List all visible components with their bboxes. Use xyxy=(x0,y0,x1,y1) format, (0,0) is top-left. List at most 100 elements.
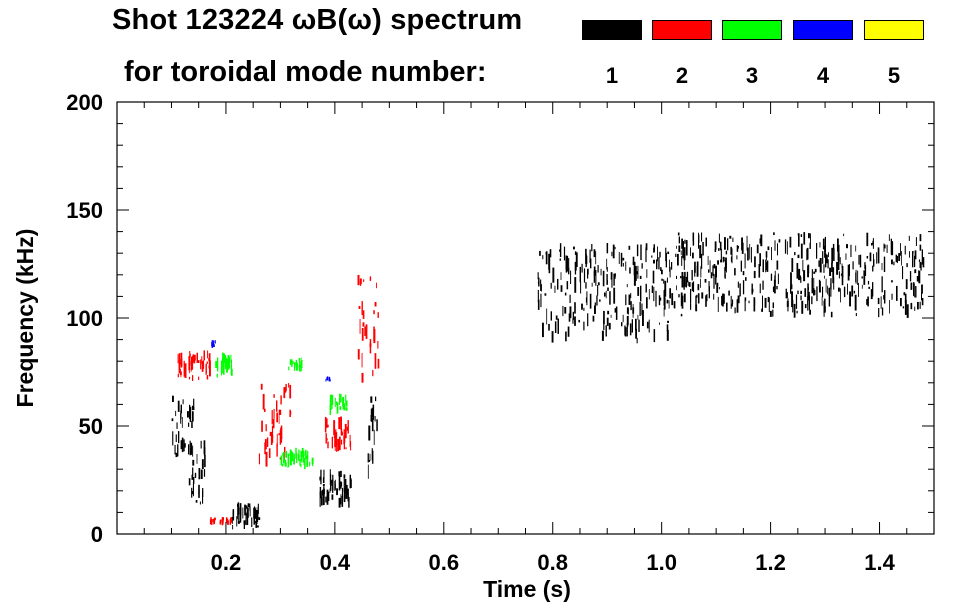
spectrum-mark-n1 xyxy=(857,270,859,285)
spectrum-mark-n1 xyxy=(808,233,810,239)
spectrum-mark-n1 xyxy=(653,259,655,264)
spectrum-mark-n1 xyxy=(373,429,375,445)
spectrum-mark-n2 xyxy=(325,433,327,444)
spectrum-mark-n2 xyxy=(341,439,343,445)
spectrum-mark-n1 xyxy=(198,468,201,480)
spectrum-mark-n2 xyxy=(335,429,337,438)
spectrum-mark-n1 xyxy=(665,247,667,262)
spectrum-mark-n1 xyxy=(800,295,802,301)
spectrum-mark-n1 xyxy=(764,297,767,308)
spectrum-mark-n1 xyxy=(719,241,722,251)
spectrum-mark-n1 xyxy=(849,291,851,307)
spectrum-mark-n1 xyxy=(718,248,720,251)
spectrum-mark-n1 xyxy=(795,294,798,309)
spectrum-mark-n1 xyxy=(633,261,636,276)
spectrum-mark-n1 xyxy=(861,276,863,279)
spectrum-mark-n1 xyxy=(759,253,761,267)
spectrum-mark-n1 xyxy=(587,313,589,327)
spectrum-mark-n1 xyxy=(811,278,813,294)
spectrum-mark-n1 xyxy=(180,410,182,419)
spectrum-mark-n2 xyxy=(207,350,209,359)
spectrum-mark-n1 xyxy=(771,247,772,261)
spectrum-mark-n1 xyxy=(645,247,647,263)
spectrum-mark-n1 xyxy=(686,271,689,283)
spectrum-mark-n2 xyxy=(206,375,209,380)
spectrum-mark-n2 xyxy=(269,431,272,436)
spectrum-mark-n1 xyxy=(798,268,801,281)
spectrum-mark-n1 xyxy=(787,241,788,255)
spectrum-mark-n1 xyxy=(900,298,902,307)
spectrum-mark-n2 xyxy=(362,310,365,319)
spectrum-mark-n2 xyxy=(264,442,266,455)
spectrum-mark-n3 xyxy=(334,397,336,407)
spectrum-mark-n2 xyxy=(261,420,263,432)
spectrum-mark-n1 xyxy=(669,266,671,278)
plot-frame xyxy=(116,101,935,535)
spectrum-mark-n1 xyxy=(249,506,251,517)
spectrum-mark-n1 xyxy=(708,269,710,273)
spectrum-mark-n1 xyxy=(626,307,629,314)
spectrum-mark-n1 xyxy=(572,311,574,320)
spectrum-mark-n2 xyxy=(220,519,222,523)
spectrum-mark-n2 xyxy=(338,436,341,451)
spectrum-mark-n1 xyxy=(204,454,206,468)
spectrum-mark-n1 xyxy=(320,490,322,499)
spectrum-mark-n2 xyxy=(180,373,182,378)
spectrum-mark-n1 xyxy=(883,256,886,272)
spectrum-mark-n1 xyxy=(614,246,616,250)
spectrum-mark-n2 xyxy=(278,433,280,436)
spectrum-mark-n2 xyxy=(344,423,347,439)
spectrum-mark-n1 xyxy=(569,306,572,319)
spectrum-mark-n1 xyxy=(603,310,605,324)
spectrum-mark-n2 xyxy=(325,418,328,428)
spectrum-mark-n1 xyxy=(622,314,624,323)
spectrum-mark-n1 xyxy=(367,453,369,463)
spectrum-mark-n1 xyxy=(919,244,922,251)
spectrum-mark-n1 xyxy=(203,447,206,456)
spectrum-mark-n2 xyxy=(222,522,224,525)
spectrum-mark-n1 xyxy=(611,251,613,257)
spectrum-mark-n1 xyxy=(188,422,190,427)
spectrum-mark-n1 xyxy=(873,253,874,265)
spectrum-mark-n1 xyxy=(732,237,734,242)
spectrum-mark-n1 xyxy=(822,286,824,298)
spectrum-mark-n3 xyxy=(331,394,334,405)
spectrum-mark-n1 xyxy=(554,285,556,293)
spectrum-mark-n1 xyxy=(804,304,807,309)
spectrum-mark-n1 xyxy=(811,269,813,282)
spectrum-mark-n1 xyxy=(537,299,540,310)
spectrum-mark-n3 xyxy=(217,357,219,372)
spectrum-mark-n1 xyxy=(723,257,725,262)
spectrum-mark-n1 xyxy=(698,240,700,249)
spectrum-mark-n3 xyxy=(336,403,339,414)
spectrum-mark-n1 xyxy=(915,237,917,246)
spectrum-mark-n1 xyxy=(605,325,607,337)
spectrum-mark-n1 xyxy=(794,252,796,256)
spectrum-mark-n1 xyxy=(692,281,695,293)
spectrum-mark-n1 xyxy=(751,283,753,295)
spectrum-mark-n1 xyxy=(591,282,593,287)
spectrum-mark-n1 xyxy=(722,258,724,263)
spectrum-mark-n1 xyxy=(257,503,259,514)
spectrum-mark-n1 xyxy=(585,254,587,268)
spectrum-mark-n3 xyxy=(293,362,296,371)
spectrum-mark-n1 xyxy=(567,326,570,337)
spectrum-mark-n3 xyxy=(300,463,302,468)
spectrum-mark-n1 xyxy=(705,295,707,307)
spectrum-mark-n1 xyxy=(368,459,370,462)
spectrum-mark-n1 xyxy=(858,255,860,265)
spectrum-mark-n2 xyxy=(208,358,210,361)
spectrum-mark-n3 xyxy=(231,359,232,374)
spectrum-mark-n1 xyxy=(624,327,627,337)
spectrum-mark-n3 xyxy=(296,452,298,463)
axis-tick-labels: 0.2 0.4 0.6 0.8 1.0 1.2 1.4 0 50 100 150 200 xyxy=(66,90,895,575)
spectrum-mark-n1 xyxy=(628,245,631,250)
spectrum-mark-n1 xyxy=(819,242,821,248)
spectrum-mark-n1 xyxy=(630,292,632,299)
spectrum-mark-n1 xyxy=(590,258,592,269)
spectrum-mark-n3 xyxy=(301,455,304,458)
legend-swatch-3 xyxy=(722,20,782,40)
spectrum-mark-n1 xyxy=(546,308,548,325)
spectrum-mark-n1 xyxy=(565,331,567,342)
spectrum-mark-n1 xyxy=(701,292,704,299)
